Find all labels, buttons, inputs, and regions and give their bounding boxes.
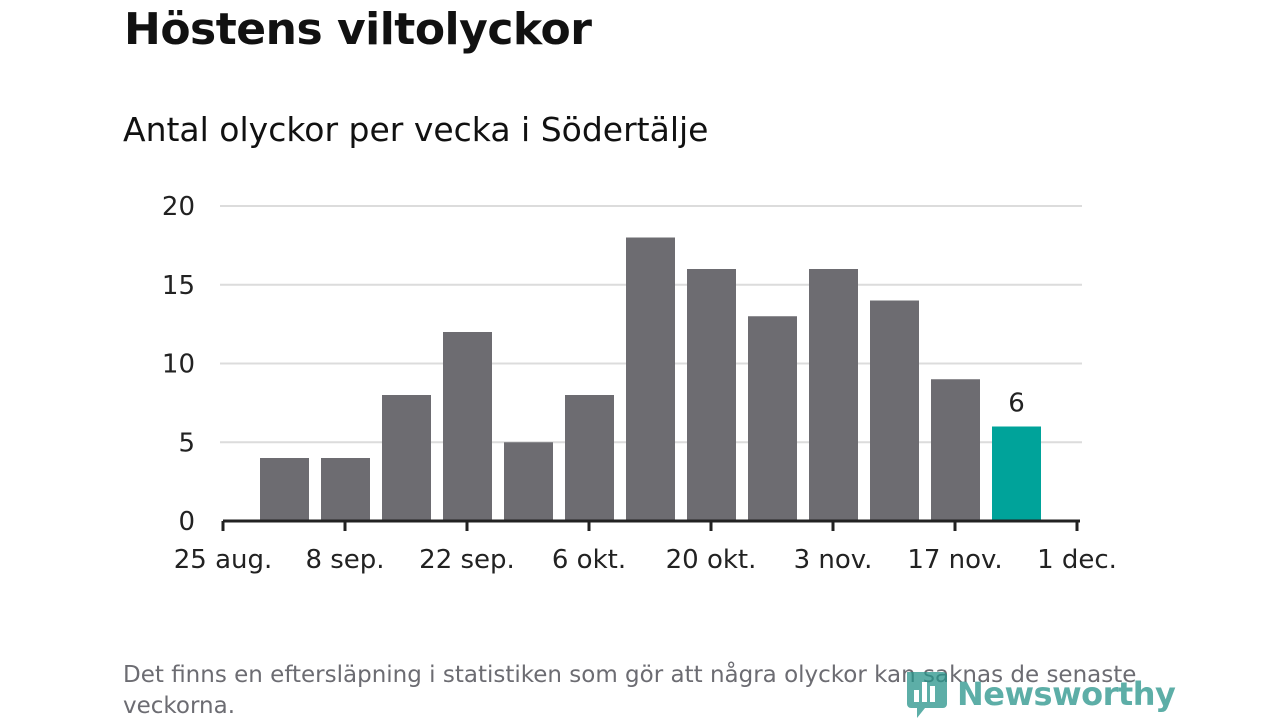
- x-tick-label: 6 okt.: [552, 545, 626, 575]
- newsworthy-logo: Newsworthy: [903, 668, 1176, 720]
- x-tick-label: 25 aug.: [174, 545, 273, 575]
- y-tick-label: 15: [162, 271, 195, 301]
- footnote: Det finns en eftersläpning i statistiken…: [123, 662, 1137, 719]
- x-tick-label: 8 sep.: [305, 545, 384, 575]
- bar: [870, 300, 919, 521]
- bar: [931, 379, 980, 521]
- data-label: 6: [1008, 389, 1025, 419]
- y-tick-label: 5: [178, 428, 195, 458]
- bar: [626, 237, 675, 521]
- y-tick-label: 0: [178, 507, 195, 537]
- bar: [382, 395, 431, 521]
- x-tick-label: 3 nov.: [794, 545, 873, 575]
- y-tick-label: 10: [162, 350, 195, 380]
- highlight-bar: [992, 426, 1041, 521]
- x-tick-label: 20 okt.: [666, 545, 757, 575]
- chart-subtitle: Antal olyckor per vecka i Södertälje: [123, 110, 709, 149]
- x-tick-label: 1 dec.: [1037, 545, 1117, 575]
- bar-chart: 0 5 10 15 20 6 25 aug. 8 sep. 22 sep. 6 okt. 20 ok…: [162, 192, 1117, 575]
- bar: [260, 458, 309, 521]
- bar: [748, 316, 797, 521]
- x-tick-label: 22 sep.: [419, 545, 515, 575]
- chart-title: Höstens viltolyckor: [124, 4, 592, 55]
- bar: [443, 332, 492, 521]
- bar: [321, 458, 370, 521]
- bar: [504, 442, 553, 521]
- bar-chart-icon: [907, 672, 947, 718]
- y-tick-label: 20: [162, 192, 195, 222]
- bar: [565, 395, 614, 521]
- bar: [687, 269, 736, 521]
- bar: [809, 269, 858, 521]
- x-tick-label: 17 nov.: [907, 545, 1002, 575]
- logo-text: Newsworthy: [957, 675, 1176, 713]
